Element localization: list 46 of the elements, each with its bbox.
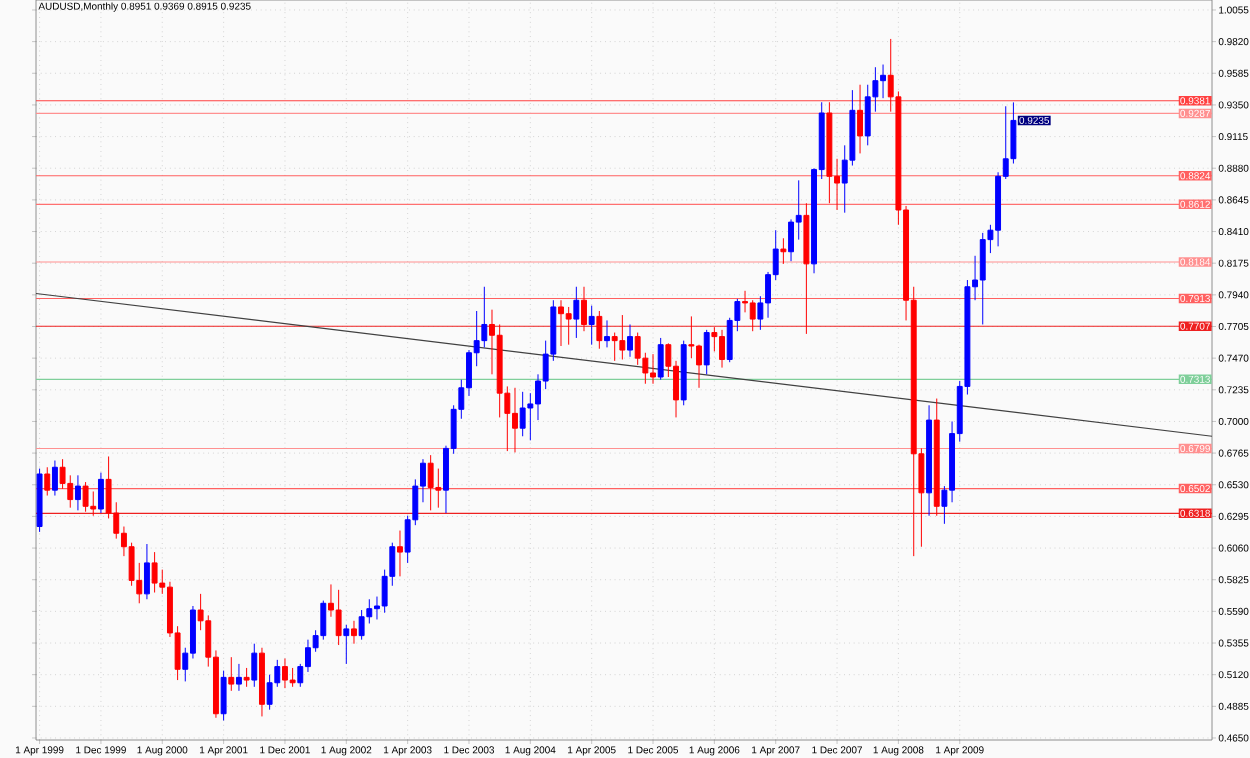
- candlestick: [512, 387, 518, 453]
- candlestick: [581, 286, 587, 332]
- candlestick: [228, 656, 235, 692]
- candlestick: [588, 305, 595, 346]
- candlestick: [243, 667, 250, 688]
- candlestick: [703, 329, 710, 375]
- candlestick: [82, 481, 89, 513]
- candlestick: [44, 466, 51, 497]
- candlestick: [826, 101, 833, 204]
- candlestick: [565, 306, 572, 346]
- candlestick: [780, 237, 787, 265]
- candlestick: [289, 667, 296, 688]
- candlestick: [343, 624, 350, 665]
- candlestick: [519, 391, 526, 437]
- candlestick: [90, 490, 97, 517]
- candlestick: [397, 530, 403, 577]
- candlestick: [51, 460, 58, 497]
- candlestick: [719, 329, 725, 369]
- candlestick: [749, 299, 756, 332]
- candlestick: [657, 337, 664, 381]
- candlestick: [619, 314, 626, 360]
- candlestick: [282, 658, 288, 689]
- candlestick: [97, 472, 104, 514]
- candlestick: [251, 643, 258, 688]
- candlestick: [151, 551, 158, 594]
- candlestick: [596, 310, 603, 350]
- candlestick: [857, 84, 864, 154]
- candlestick: [933, 398, 940, 517]
- candlestick: [604, 319, 610, 348]
- candlestick: [650, 353, 656, 385]
- candlestick: [680, 340, 687, 406]
- candlestick: [220, 670, 227, 721]
- candlestick: [143, 543, 150, 600]
- candlestick: [427, 454, 434, 511]
- candlestick: [351, 620, 357, 645]
- candlestick: [36, 468, 43, 533]
- candlestick: [335, 589, 342, 646]
- candlestick: [235, 663, 242, 692]
- candlestick: [926, 404, 933, 517]
- candlestick: [573, 286, 580, 339]
- candlestick: [627, 323, 633, 358]
- candlestick: [803, 202, 810, 335]
- candlestick: [258, 647, 265, 717]
- candlestick: [558, 299, 564, 347]
- candlestick: [979, 232, 986, 325]
- candlestick: [74, 474, 81, 511]
